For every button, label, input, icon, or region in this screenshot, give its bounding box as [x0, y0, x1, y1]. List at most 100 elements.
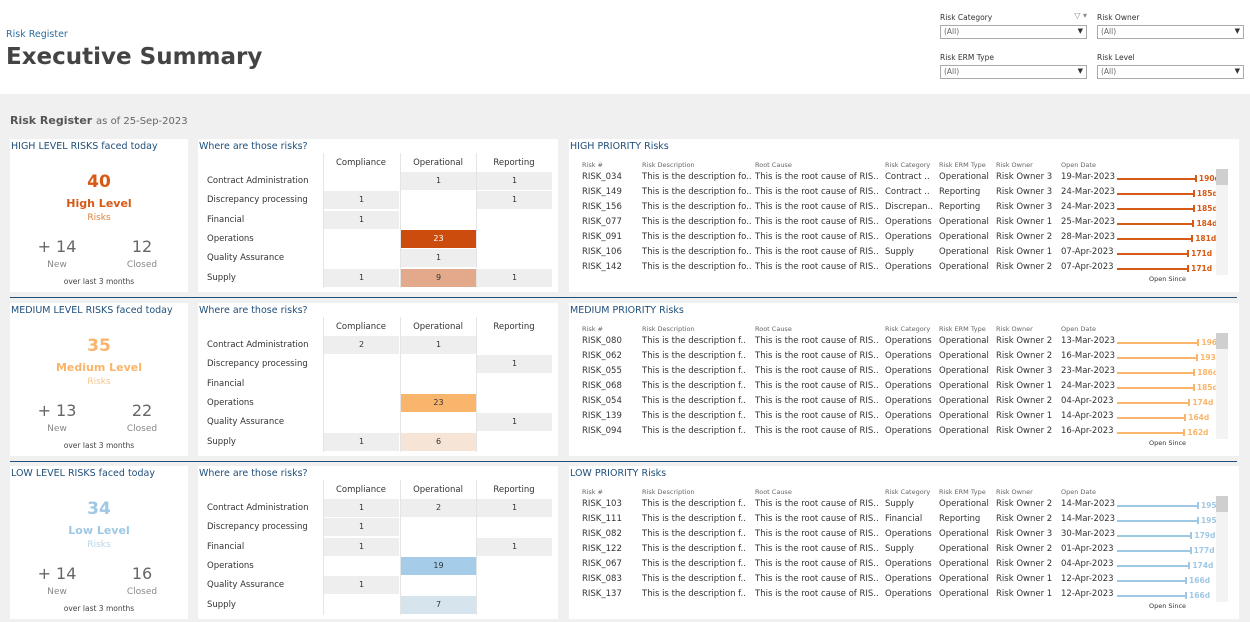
filter-risk-owner[interactable]: Risk Owner (All) ▼ — [1097, 13, 1244, 39]
matrix-cell[interactable]: 2 — [401, 499, 476, 517]
matrix-col-header: Compliance — [335, 322, 387, 332]
table-cell-erm: Reporting — [939, 187, 981, 197]
table-cell-owner: Risk Owner 2 — [996, 232, 1053, 242]
table-row[interactable]: RISK_068 This is the description f.. This … — [569, 380, 1219, 395]
matrix-cell[interactable]: 1 — [477, 191, 552, 210]
filter-select[interactable]: (All) ▼ — [940, 25, 1087, 39]
open-days-label: 166d — [1189, 591, 1211, 600]
open-since-axis-label: Open Since — [1149, 602, 1187, 610]
filter-funnel-icon[interactable]: ▽ ▾ — [1074, 11, 1087, 20]
high-kpi-panel: HIGH LEVEL RISKS faced today 40 High Level… — [10, 139, 188, 292]
scrollbar-thumb[interactable] — [1216, 496, 1228, 512]
table-row[interactable]: RISK_034 This is the description fo.. This… — [569, 171, 1220, 186]
matrix-cell[interactable]: 1 — [477, 172, 552, 190]
table-row[interactable]: RISK_062 This is the description f.. This … — [569, 350, 1221, 365]
matrix-cell[interactable]: 1 — [324, 210, 399, 229]
matrix-cell[interactable]: 9 — [401, 268, 476, 287]
table-row[interactable]: RISK_094 This is the description f.. This … — [569, 425, 1219, 440]
kpi-title: HIGH LEVEL RISKS faced today — [11, 141, 158, 152]
matrix-gridline — [400, 480, 401, 615]
table-cell-date: 04-Apr-2023 — [1061, 396, 1114, 406]
matrix-cell[interactable]: 1 — [324, 537, 399, 556]
table-cell-desc: This is the description fo.. — [642, 262, 752, 272]
table-cell-id: RISK_091 — [582, 232, 622, 242]
filter-risk-erm-type[interactable]: Risk ERM Type (All) ▼ — [940, 53, 1087, 79]
matrix-cell[interactable]: 1 — [477, 413, 552, 432]
table-cell-date: 19-Mar-2023 — [1061, 172, 1116, 182]
matrix-cell[interactable]: 1 — [477, 355, 552, 374]
matrix-cell[interactable]: 2 — [324, 336, 399, 354]
table-cell-erm: Reporting — [939, 202, 981, 212]
matrix-cell[interactable]: 6 — [401, 432, 476, 451]
table-row[interactable]: RISK_082 This is the description f.. This … — [569, 528, 1219, 543]
matrix-cell[interactable]: 1 — [324, 518, 399, 537]
matrix-cell[interactable]: 1 — [324, 576, 399, 595]
open-since-bar — [1117, 550, 1190, 552]
table-col-header: Risk Description — [642, 488, 695, 496]
matrix-cell[interactable]: 23 — [401, 229, 476, 248]
filter-label: Risk ERM Type — [940, 53, 994, 62]
table-row[interactable]: RISK_122 This is the description f.. This … — [569, 543, 1219, 558]
breadcrumb[interactable]: Risk Register — [6, 29, 68, 40]
open-since-bar-end — [1196, 502, 1199, 509]
matrix-row-label: Financial — [207, 541, 245, 552]
table-row[interactable]: RISK_080 This is the description f.. This … — [569, 335, 1222, 350]
table-row[interactable]: RISK_156 This is the description fo.. This… — [569, 201, 1219, 216]
low-kpi-panel: LOW LEVEL RISKS faced today 34 Low Level Ri… — [10, 466, 188, 619]
table-row[interactable]: RISK_149 This is the description fo.. This… — [569, 186, 1219, 201]
open-since-bar — [1117, 595, 1186, 597]
matrix-cell[interactable]: 1 — [477, 537, 552, 556]
matrix-row-label: Discrepancy processing — [207, 522, 308, 533]
table-cell-desc: This is the description fo.. — [642, 172, 752, 182]
table-cell-owner: Risk Owner 2 — [996, 544, 1053, 554]
filter-risk-level[interactable]: Risk Level (All) ▼ — [1097, 53, 1244, 79]
open-since-bar-end — [1188, 399, 1191, 406]
table-row[interactable]: RISK_111 This is the description f.. This … — [569, 513, 1222, 528]
table-row[interactable]: RISK_142 This is the description fo.. This… — [569, 261, 1219, 276]
open-since-bar — [1117, 535, 1191, 537]
matrix-cell[interactable]: 1 — [401, 249, 476, 268]
table-row[interactable]: RISK_103 This is the description f.. This … — [569, 498, 1222, 513]
matrix-cell[interactable]: 1 — [401, 172, 476, 190]
matrix-cell[interactable]: 1 — [324, 191, 399, 210]
table-cell-cause: This is the root cause of RIS.. — [755, 202, 879, 212]
matrix-cell[interactable]: 1 — [324, 268, 399, 287]
table-row[interactable]: RISK_067 This is the description f.. This … — [569, 558, 1219, 573]
open-days-label: 174d — [1192, 398, 1214, 407]
table-row[interactable]: RISK_054 This is the description f.. This … — [569, 395, 1219, 410]
matrix-cell[interactable]: 1 — [324, 432, 399, 451]
filter-risk-category[interactable]: Risk Category ▽ ▾ (All) ▼ — [940, 11, 1087, 39]
table-row[interactable]: RISK_139 This is the description f.. This … — [569, 410, 1219, 425]
matrix-cell[interactable]: 23 — [401, 393, 476, 412]
matrix-cell[interactable]: 19 — [401, 556, 476, 575]
table-cell-desc: This is the description f.. — [642, 544, 746, 554]
matrix-cell[interactable]: 1 — [477, 268, 552, 287]
table-row[interactable]: RISK_077 This is the description fo.. This… — [569, 216, 1219, 231]
table-row[interactable]: RISK_091 This is the description fo.. This… — [569, 231, 1219, 246]
table-row[interactable]: RISK_083 This is the description f.. This … — [569, 573, 1219, 588]
matrix-cell[interactable]: 1 — [324, 499, 399, 517]
table-scrollbar[interactable] — [1216, 169, 1228, 275]
table-scrollbar[interactable] — [1216, 496, 1228, 602]
table-row[interactable]: RISK_137 This is the description f.. This … — [569, 588, 1219, 603]
table-scrollbar[interactable] — [1216, 333, 1228, 439]
matrix-cell[interactable]: 1 — [477, 499, 552, 517]
table-cell-date: 16-Mar-2023 — [1061, 351, 1116, 361]
scrollbar-thumb[interactable] — [1216, 169, 1228, 185]
table-cell-desc: This is the description f.. — [642, 589, 746, 599]
matrix-row-label: Quality Assurance — [207, 253, 285, 264]
filter-select[interactable]: (All) ▼ — [1097, 65, 1244, 79]
table-cell-cause: This is the root cause of RIS.. — [755, 381, 879, 391]
matrix-cell[interactable]: 7 — [401, 595, 476, 614]
open-days-label: 171d — [1191, 249, 1213, 258]
table-row[interactable]: RISK_055 This is the description f.. This … — [569, 365, 1219, 380]
scrollbar-thumb[interactable] — [1216, 333, 1228, 349]
table-cell-cat: Supply — [885, 247, 914, 257]
table-row[interactable]: RISK_106 This is the description fo.. This… — [569, 246, 1219, 261]
filter-select[interactable]: (All) ▼ — [1097, 25, 1244, 39]
filter-select[interactable]: (All) ▼ — [940, 65, 1087, 79]
open-since-bar-end — [1190, 532, 1193, 539]
table-cell-date: 30-Mar-2023 — [1061, 529, 1116, 539]
matrix-cell[interactable]: 1 — [401, 336, 476, 354]
table-cell-owner: Risk Owner 3 — [996, 172, 1053, 182]
